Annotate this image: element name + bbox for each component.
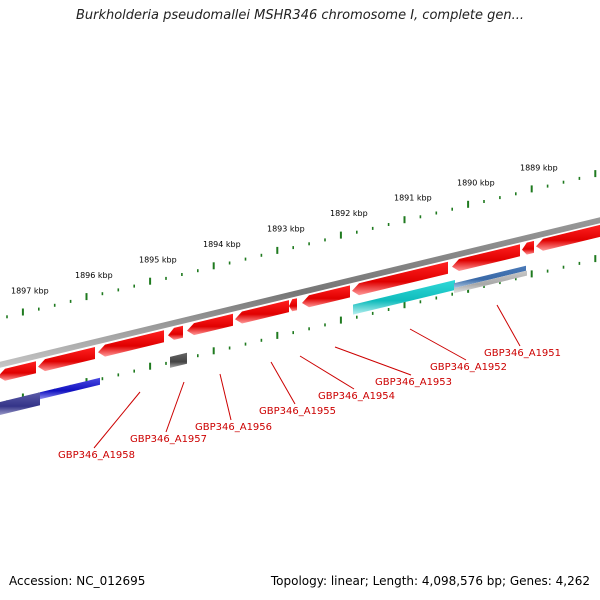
scale-labels: 1889 kbp 1890 kbp 1891 kbp 1892 kbp 1893 kbp… [11, 163, 558, 295]
callout-line [334, 346, 412, 376]
scale-ticks [6, 170, 597, 404]
genes [0, 224, 600, 416]
gene-arrow[interactable] [352, 261, 448, 296]
gene-feature[interactable] [0, 392, 40, 416]
gene-arrow[interactable] [168, 325, 183, 340]
gene-feature[interactable] [454, 270, 527, 294]
scale-label: 1890 kbp [457, 179, 495, 188]
gene-feature[interactable] [170, 352, 187, 368]
scale-label: 1896 kbp [75, 271, 113, 280]
scale-label: 1897 kbp [11, 286, 49, 295]
gene-feature[interactable] [40, 377, 100, 400]
gene-callouts: GBP346_A1951 GBP346_A1952 GBP346_A1953 GBP3… [58, 304, 561, 461]
gene-arrow[interactable] [235, 300, 289, 324]
gene-arrow[interactable] [0, 361, 36, 381]
gene-arrow[interactable] [536, 224, 600, 251]
gene-feature[interactable] [353, 280, 455, 315]
gene-arrow[interactable] [302, 285, 350, 308]
gene-arrow[interactable] [98, 330, 164, 357]
callout-line [409, 328, 467, 361]
callout-line [165, 381, 185, 433]
accession-text: Accession: NC_012695 [9, 574, 146, 588]
gene-arrow[interactable] [38, 347, 95, 372]
scale-label: 1893 kbp [267, 224, 305, 233]
gene-arrow[interactable] [289, 298, 297, 312]
scale-label: 1892 kbp [330, 209, 368, 218]
gene-label[interactable]: GBP346_A1953 [375, 377, 452, 388]
callout-line [496, 304, 521, 347]
callout-line [93, 391, 141, 449]
gene-label[interactable]: GBP346_A1957 [130, 434, 207, 445]
gene-label[interactable]: GBP346_A1955 [259, 406, 336, 417]
chromosome-backbone [0, 217, 600, 368]
gene-label[interactable]: GBP346_A1958 [58, 450, 135, 461]
scale-label: 1895 kbp [139, 255, 177, 264]
gene-arrow[interactable] [452, 244, 520, 271]
scale-label: 1889 kbp [520, 163, 558, 172]
gene-label[interactable]: GBP346_A1954 [318, 391, 395, 402]
gene-label[interactable]: GBP346_A1951 [484, 348, 561, 359]
scale-label: 1891 kbp [394, 194, 432, 203]
callout-line [270, 361, 296, 405]
gene-arrow[interactable] [522, 240, 534, 255]
callout-line [299, 355, 355, 390]
scale-label: 1894 kbp [203, 240, 241, 249]
page-title: Burkholderia pseudomallei MSHR346 chromo… [75, 8, 525, 23]
gene-arrow[interactable] [187, 313, 233, 336]
callout-line [219, 373, 232, 421]
gene-feature[interactable] [454, 265, 526, 289]
summary-text: Topology: linear; Length: 4,098,576 bp; … [270, 574, 590, 588]
gene-label[interactable]: GBP346_A1956 [195, 422, 272, 433]
gene-label[interactable]: GBP346_A1952 [430, 362, 507, 373]
